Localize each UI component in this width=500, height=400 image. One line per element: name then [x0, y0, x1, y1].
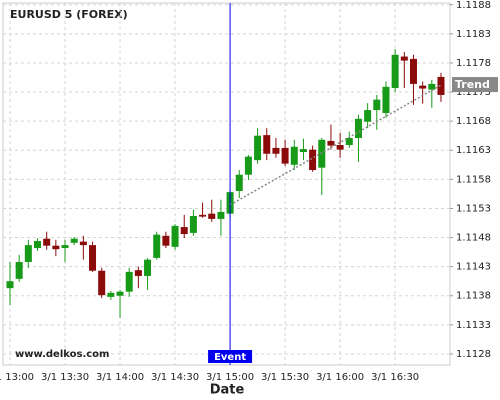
y-tick-label: 1.1138	[456, 291, 491, 302]
candle-body	[272, 147, 280, 154]
candle-body	[24, 245, 32, 262]
candle-body	[125, 271, 133, 292]
x-tick-label: 3/1 16:00	[316, 372, 364, 383]
x-tick-label: 3/1 15:30	[261, 372, 309, 383]
candle-body	[409, 58, 417, 84]
candle-body	[52, 245, 60, 250]
x-tick-label: 3/1 14:00	[96, 372, 144, 383]
y-tick-label: 1.1158	[456, 174, 491, 185]
candle-body	[189, 216, 197, 233]
candle-body	[391, 54, 399, 88]
candle-body	[134, 270, 142, 276]
candle-body	[171, 225, 179, 247]
candle-body	[254, 135, 262, 161]
candle-body	[162, 235, 170, 246]
candle-body	[437, 76, 445, 95]
candle-body	[336, 145, 344, 150]
candle-body	[79, 241, 87, 246]
candle-body	[116, 291, 124, 296]
x-axis-label: Date	[210, 383, 245, 398]
y-tick-label: 1.1183	[456, 29, 491, 40]
candle-body	[327, 140, 335, 146]
candle-body	[290, 146, 298, 165]
candle-body	[354, 118, 362, 139]
candle-body	[364, 110, 372, 122]
candle-body	[419, 85, 427, 89]
candle-body	[318, 139, 326, 168]
trend-line	[229, 84, 442, 206]
candle-body	[263, 135, 271, 154]
candle-body	[400, 56, 408, 61]
candle-body	[373, 99, 381, 111]
candle-body	[15, 261, 23, 279]
candle-body	[153, 234, 161, 258]
x-tick-label: 3/1 13:30	[41, 372, 89, 383]
event-label: Event	[214, 352, 246, 363]
candle-body	[428, 83, 436, 90]
y-tick-label: 1.1178	[456, 58, 491, 69]
candle-body	[61, 245, 69, 249]
candle-body	[107, 292, 115, 297]
candle-body	[43, 238, 51, 246]
x-tick-label: 3/1 14:30	[151, 372, 199, 383]
candle-body	[208, 213, 216, 219]
candle-body	[382, 86, 390, 113]
candle-body	[281, 147, 289, 164]
candle-body	[217, 211, 225, 219]
trend-label: Trend	[455, 78, 490, 91]
candle-body	[144, 259, 152, 276]
candle-body	[6, 281, 14, 289]
y-tick-label: 1.1188	[456, 0, 491, 11]
y-tick-label: 1.1168	[456, 116, 491, 127]
y-tick-label: 1.1128	[456, 349, 491, 360]
candle-body	[345, 138, 353, 146]
candle-body	[98, 270, 106, 296]
candle-body	[244, 156, 252, 175]
candle-body	[199, 214, 207, 217]
watermark: www.delkos.com	[15, 349, 109, 360]
y-tick-label: 1.1143	[456, 262, 491, 273]
y-tick-label: 1.1153	[456, 203, 491, 214]
plot-frame	[2, 2, 451, 366]
y-tick-label: 1.1133	[456, 320, 491, 331]
candle-body	[309, 149, 317, 171]
y-tick-label: 1.1148	[456, 233, 491, 244]
event-label-box	[208, 350, 253, 363]
candle-body	[89, 245, 97, 271]
candle-body	[235, 174, 243, 191]
candle-body	[34, 241, 42, 249]
y-tick-label: 1.1173	[456, 87, 491, 98]
y-tick-label: 1.1163	[456, 145, 491, 156]
x-tick-label: 3/1 13:00	[0, 372, 34, 383]
x-tick-label: 3/1 16:30	[371, 372, 419, 383]
trend-label-box	[452, 77, 498, 93]
candle-body	[180, 227, 188, 235]
x-tick-label: 3/1 15:00	[206, 372, 254, 383]
candle-body	[299, 149, 307, 152]
chart-title: EURUSD 5 (FOREX)	[10, 8, 128, 21]
candle-body	[70, 238, 78, 243]
